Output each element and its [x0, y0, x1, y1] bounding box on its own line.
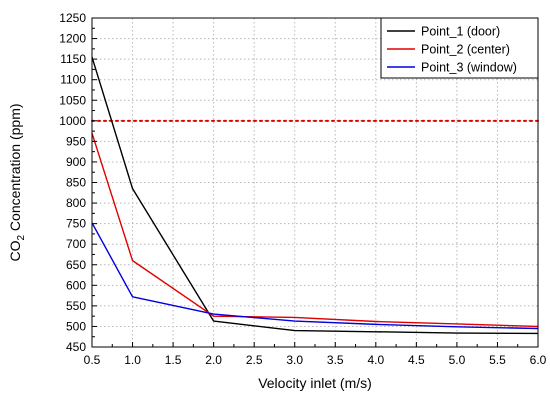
x-tick-label: 5.0	[449, 353, 466, 367]
x-tick-label: 2.5	[246, 353, 263, 367]
series-line-2	[91, 132, 539, 328]
y-tick-label: 950	[66, 134, 86, 148]
y-tick-label: 1200	[59, 32, 86, 46]
x-tick-label: 1.5	[165, 353, 182, 367]
series-line-1	[91, 56, 539, 335]
y-tick-label: 450	[66, 340, 86, 354]
y-tick-label: 1100	[60, 73, 86, 87]
x-tick-label: 4.0	[367, 353, 384, 367]
x-tick-labels: 0.5 1.0 1.5 2.0 2.5 3.0 3.5 4.0 4.5 5.0 5.5 6.0	[84, 353, 547, 367]
tick-marks	[91, 17, 539, 348]
y-tick-labels: 450 500 550 600 650 700 750 800 850 900 950 1000 105…	[59, 11, 86, 354]
y-tick-label: 500	[66, 319, 86, 333]
y-tick-label: 650	[66, 258, 86, 272]
y-tick-label: 850	[66, 176, 86, 190]
x-tick-label: 4.5	[408, 353, 425, 367]
y-tick-label: 800	[66, 196, 86, 210]
y-tick-label: 750	[66, 217, 86, 231]
x-tick-label: 5.5	[489, 353, 506, 367]
y-tick-label: 700	[66, 237, 86, 251]
y-tick-label: 1050	[59, 93, 86, 107]
x-tick-label: 3.0	[286, 353, 303, 367]
grid	[92, 18, 538, 347]
legend-label-1: Point_1 (door)	[421, 25, 500, 39]
y-axis-title-suffix: Concentration (ppm)	[7, 103, 23, 235]
x-tick-label: 2.0	[205, 353, 222, 367]
legend: Point_1 (door) Point_2 (center) Point_3 (w…	[380, 17, 539, 79]
x-axis-title: Velocity inlet (m/s)	[258, 375, 372, 391]
y-axis-title: CO2 Concentration (ppm)	[7, 103, 27, 261]
y-tick-label: 550	[66, 299, 86, 313]
y-tick-label: 1150	[60, 52, 86, 66]
series-group	[91, 56, 539, 335]
legend-box	[380, 17, 539, 79]
legend-label-2: Point_2 (center)	[421, 43, 510, 57]
series-line-3	[91, 222, 539, 330]
x-tick-label: 1.0	[124, 353, 141, 367]
x-tick-label: 6.0	[530, 353, 547, 367]
y-axis-title-prefix: CO	[7, 240, 23, 261]
y-tick-label: 600	[66, 278, 86, 292]
legend-label-3: Point_3 (window)	[421, 61, 517, 75]
x-tick-label: 3.5	[327, 353, 344, 367]
x-tick-label: 0.5	[84, 353, 101, 367]
y-tick-label: 1250	[59, 11, 86, 25]
y-axis-title-subscript: 2	[16, 235, 27, 241]
y-tick-label: 1000	[59, 114, 86, 128]
y-tick-label: 900	[66, 155, 86, 169]
